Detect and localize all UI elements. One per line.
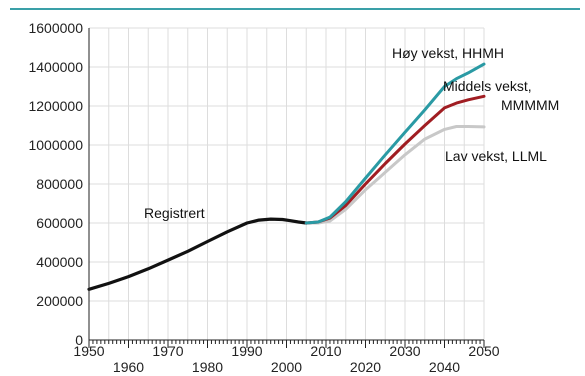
series-layer (87, 62, 486, 291)
y-tick-label: 200000 (36, 293, 83, 309)
x-tick-label: 1950 (73, 343, 104, 359)
y-tick-label: 1200000 (28, 98, 83, 114)
x-tick-label: 1980 (192, 359, 223, 375)
y-tick-label: 800000 (36, 176, 83, 192)
axis-layer: 0 200000 400000 600000 800000 1000000 1200000 1… (28, 20, 499, 375)
annotation-middels-vekst-line2: MMMMM (501, 97, 559, 113)
y-tick-label: 400000 (36, 254, 83, 270)
grid-layer (88, 27, 485, 341)
y-tick-label: 600000 (36, 215, 83, 231)
x-tick-label: 2050 (468, 343, 499, 359)
annotation-middels-vekst-line1: Middels vekst, (443, 78, 532, 94)
x-tick-label: 2000 (271, 359, 302, 375)
x-tick-label: 1990 (231, 343, 262, 359)
annotation-hoy-vekst: Høy vekst, HHMH (392, 45, 504, 61)
x-tick-label: 1970 (152, 343, 183, 359)
x-tick-label: 2020 (350, 359, 381, 375)
x-tick-label: 2040 (429, 359, 460, 375)
y-tick-label: 0 (75, 332, 83, 348)
y-tick-label: 1000000 (28, 137, 83, 153)
series-line-0 (87, 217, 308, 291)
x-tick-label: 2030 (389, 343, 420, 359)
series-line-3 (304, 62, 486, 225)
x-tick-label: 2010 (310, 343, 341, 359)
x-tick-label: 1960 (113, 359, 144, 375)
series-line-1 (304, 125, 486, 225)
annotation-lav-vekst: Lav vekst, LLML (445, 148, 547, 164)
annotation-registrert: Registrert (144, 205, 205, 221)
y-tick-label: 1400000 (28, 59, 83, 75)
y-tick-label: 1600000 (28, 20, 83, 36)
